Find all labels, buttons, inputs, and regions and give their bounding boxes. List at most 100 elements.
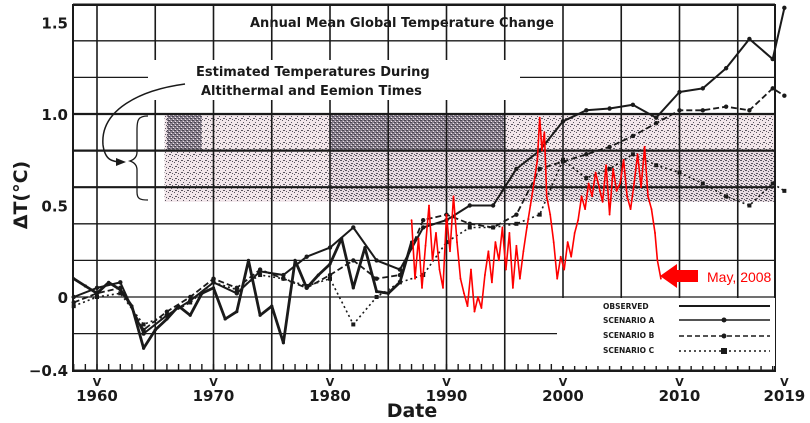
data-point-observed-monthly-to-may-2008: [559, 255, 562, 258]
data-point-scenario-b: [782, 93, 787, 98]
data-point-observed: [165, 317, 169, 321]
data-point-scenario-c: [747, 203, 752, 208]
data-point-scenario-c: [607, 166, 612, 171]
data-point-scenario-c: [118, 291, 123, 296]
legend-label-scenario-a: SCENARIO A: [603, 316, 655, 325]
data-point-observed-monthly-to-may-2008: [659, 277, 662, 280]
data-point-observed-monthly-to-may-2008: [612, 168, 614, 170]
data-point-observed-monthly-to-may-2008: [428, 204, 430, 207]
data-point-observed: [293, 258, 297, 262]
data-point-scenario-c: [584, 176, 589, 181]
x-tick-label: 1960: [76, 387, 118, 405]
data-point-observed-monthly-to-may-2008: [522, 250, 525, 253]
data-point-observed: [351, 286, 355, 290]
data-point-observed-monthly-to-may-2008: [629, 208, 632, 211]
data-point-scenario-c: [724, 194, 729, 199]
data-point-scenario-a: [677, 89, 682, 95]
data-point-scenario-b: [770, 86, 775, 91]
data-point-observed-monthly-to-may-2008: [466, 305, 469, 308]
data-point-scenario-c: [630, 152, 635, 157]
arrowhead-icon: [116, 158, 126, 166]
data-point-scenario-b: [188, 294, 193, 300]
data-point-observed-monthly-to-may-2008: [473, 310, 476, 313]
data-point-scenario-c: [654, 163, 659, 168]
data-point-observed: [235, 310, 239, 314]
legend-entry-scenario-c: SCENARIO C: [603, 346, 770, 355]
y-tick-label: 0: [58, 289, 68, 307]
data-point-observed-monthly-to-may-2008: [505, 268, 507, 271]
legend-entry-observed: OBSERVED: [603, 302, 770, 311]
data-point-scenario-c: [234, 287, 239, 292]
annotation-may-2008: May, 2008: [707, 269, 772, 285]
data-point-observed-monthly-to-may-2008: [477, 296, 479, 298]
data-point-scenario-a: [782, 5, 787, 11]
data-point-observed: [246, 258, 251, 262]
data-point-observed-monthly-to-may-2008: [633, 182, 635, 185]
data-point-observed-monthly-to-may-2008: [594, 171, 597, 174]
data-point-observed-monthly-to-may-2008: [570, 255, 573, 258]
data-point-observed: [107, 280, 111, 284]
data-point-scenario-a: [141, 331, 146, 336]
data-point-scenario-b: [421, 217, 426, 223]
data-point-scenario-c: [164, 313, 169, 318]
data-point-observed-monthly-to-may-2008: [538, 116, 541, 119]
data-point-scenario-c: [351, 322, 356, 327]
data-point-observed-monthly-to-may-2008: [656, 259, 659, 262]
data-point-scenario-b: [467, 221, 472, 226]
data-point-observed: [328, 262, 332, 266]
data-point-observed: [83, 284, 87, 288]
data-point-scenario-a: [304, 254, 309, 259]
data-point-observed: [142, 346, 146, 350]
legend-entry-scenario-b: SCENARIO B: [603, 331, 770, 340]
legend-label-observed: OBSERVED: [603, 302, 649, 311]
legend-entry-scenario-a: SCENARIO A: [603, 316, 770, 325]
axes: V1960V1970V1980V1990V2000V2010V2019−0.40…: [29, 4, 805, 405]
data-point-observed-monthly-to-may-2008: [508, 232, 511, 234]
data-point-scenario-a: [630, 102, 636, 108]
data-point-observed-monthly-to-may-2008: [501, 226, 504, 229]
legend-marker-scenario-a: [721, 317, 727, 323]
data-point-scenario-b: [164, 309, 170, 314]
data-point-observed-monthly-to-may-2008: [518, 277, 521, 280]
x-tick-label: 1990: [426, 387, 468, 405]
data-point-observed-monthly-to-may-2008: [529, 204, 532, 207]
data-point-scenario-a: [654, 115, 659, 120]
data-point-observed-monthly-to-may-2008: [487, 250, 490, 253]
legend: OBSERVED SCENARIO A SCENARIO B SCENARIO …: [557, 298, 775, 366]
data-point-scenario-c: [304, 284, 309, 289]
data-point-observed-monthly-to-may-2008: [654, 232, 656, 234]
data-point-observed-monthly-to-may-2008: [619, 182, 621, 185]
data-point-scenario-b: [141, 327, 146, 333]
data-point-scenario-b: [374, 276, 379, 281]
data-point-scenario-c: [537, 212, 542, 217]
data-point-scenario-a: [560, 119, 566, 124]
x-axis-label: Date: [387, 400, 438, 422]
data-point-scenario-a: [234, 291, 239, 296]
data-point-scenario-c: [444, 240, 449, 245]
data-point-scenario-b: [397, 272, 403, 278]
data-point-scenario-c: [677, 170, 682, 175]
band-label-line2: Altithermal and Eemion Times: [201, 84, 422, 99]
data-point-scenario-b: [723, 104, 729, 109]
data-point-observed-monthly-to-may-2008: [417, 237, 420, 240]
series-line-scenario-c: [73, 153, 785, 326]
data-point-scenario-c: [467, 225, 472, 230]
data-point-observed: [281, 341, 285, 345]
data-point-observed-monthly-to-may-2008: [498, 259, 500, 262]
legend-label-scenario-c: SCENARIO C: [603, 346, 655, 355]
data-point-observed-monthly-to-may-2008: [601, 200, 604, 203]
data-point-scenario-c: [141, 322, 146, 327]
data-point-scenario-b: [514, 212, 519, 217]
y-tick-label: −0.4: [29, 362, 68, 380]
x-tick-marker: V: [780, 376, 789, 389]
y-tick-label: 1.5: [41, 15, 68, 33]
data-point-observed-monthly-to-may-2008: [525, 226, 528, 229]
data-point-observed-monthly-to-may-2008: [494, 241, 497, 244]
data-point-observed-monthly-to-may-2008: [650, 208, 653, 211]
data-point-scenario-a: [770, 56, 775, 62]
band-dark-region: [330, 114, 505, 151]
data-point-scenario-c: [700, 181, 705, 186]
data-point-observed-monthly-to-may-2008: [563, 268, 566, 271]
band-pointer-arrow: [102, 83, 186, 163]
data-point-scenario-c: [491, 225, 496, 230]
